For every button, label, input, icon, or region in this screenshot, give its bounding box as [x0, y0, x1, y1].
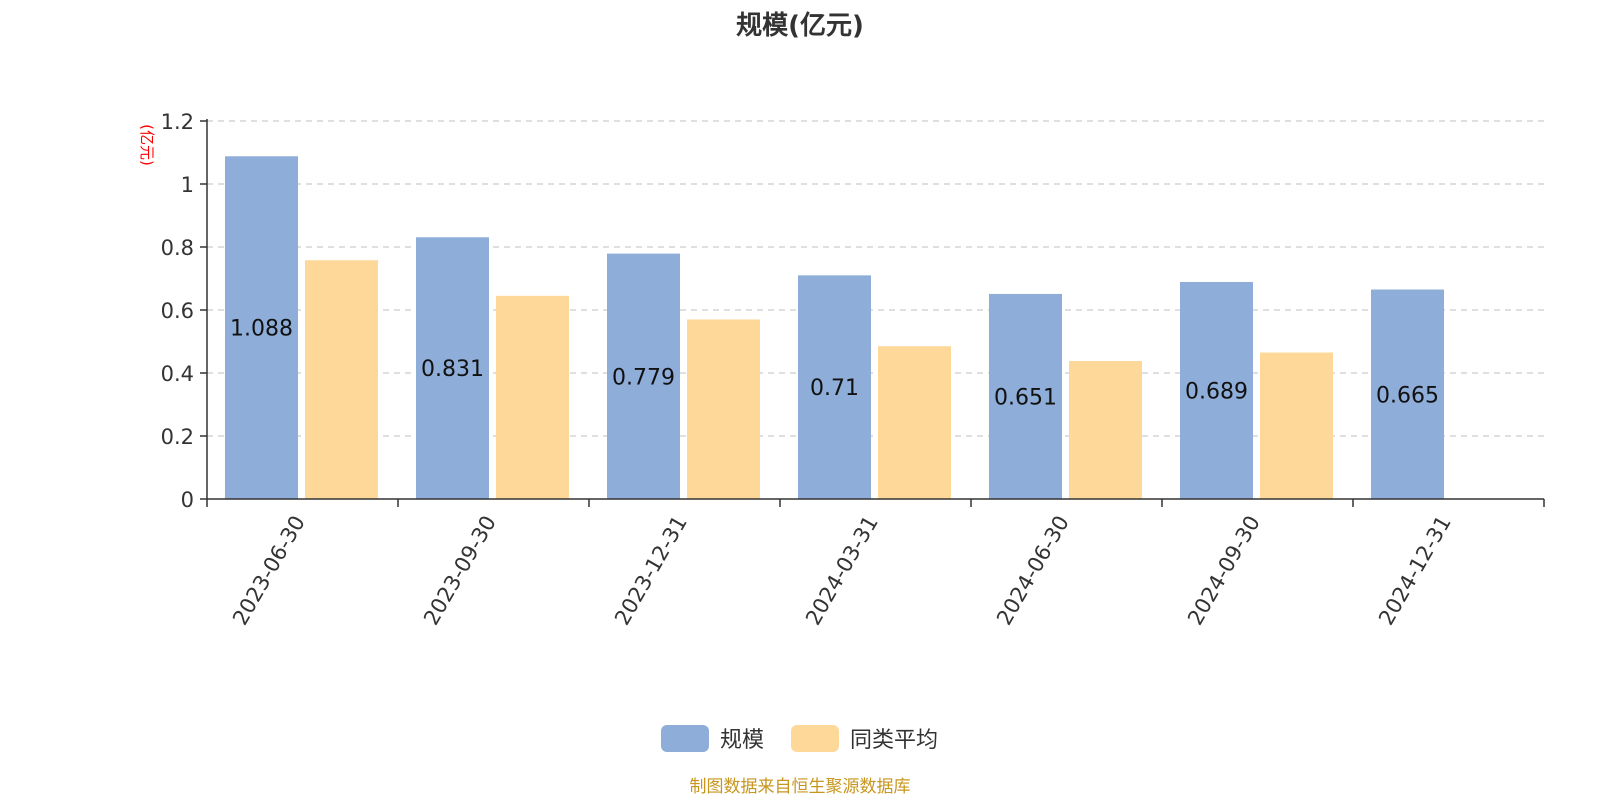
bar-规模 [989, 293, 1062, 499]
bar-规模 [798, 275, 871, 499]
y-tick-label: 0 [181, 488, 194, 512]
y-axis-unit-label: (亿元) [138, 124, 156, 166]
y-tick-label: 0.2 [161, 425, 194, 449]
chart-title: 规模(亿元) [736, 11, 864, 41]
data-label: 0.665 [1376, 383, 1439, 408]
legend-item-规模[interactable]: 规模 [661, 725, 764, 753]
data-label: 1.088 [230, 317, 293, 342]
source-note: 制图数据来自恒生聚源数据库 [690, 777, 911, 797]
data-label: 0.831 [421, 357, 484, 382]
bar-规模 [607, 253, 680, 499]
bar-同类平均 [687, 319, 760, 499]
bar-规模 [1180, 281, 1253, 499]
x-tick-label: 2024-12-31 [1374, 512, 1456, 630]
legend-label: 同类平均 [850, 728, 938, 753]
legend-swatch [791, 725, 839, 752]
y-tick-label: 1.2 [161, 110, 194, 134]
grid-lines [207, 120, 1544, 437]
legend-swatch [661, 725, 709, 752]
data-label: 0.71 [810, 376, 859, 401]
x-tick-label: 2024-03-31 [801, 512, 883, 630]
bars: 1.088 0.831 0.779 0.71 0.651 0.689 0.665 [225, 156, 1444, 500]
legend-label: 规模 [720, 728, 764, 753]
data-label: 0.651 [994, 385, 1057, 410]
data-label: 0.689 [1185, 379, 1248, 404]
y-tick-label: 0.4 [161, 362, 194, 386]
y-tick-label: 0.6 [161, 299, 194, 323]
x-tick-label: 2023-09-30 [419, 512, 501, 630]
x-tick-label: 2024-06-30 [992, 512, 1074, 630]
x-tick-label: 2023-12-31 [610, 512, 692, 630]
bar-同类平均 [878, 346, 951, 499]
bar-同类平均 [1260, 352, 1333, 499]
bar-同类平均 [1069, 361, 1142, 499]
bar-同类平均 [496, 295, 569, 499]
y-tick-label: 0.8 [161, 236, 194, 260]
bar-规模 [416, 237, 489, 500]
bar-规模 [1371, 289, 1444, 499]
bar-同类平均 [305, 260, 378, 499]
y-tick-label: 1 [181, 173, 194, 197]
legend[interactable]: 规模 同类平均 [661, 725, 938, 753]
data-label: 0.779 [612, 365, 675, 390]
bar-规模 [225, 156, 298, 499]
x-tick-label: 2024-09-30 [1183, 512, 1265, 630]
x-tick-label: 2023-06-30 [228, 512, 310, 630]
legend-item-同类平均[interactable]: 同类平均 [791, 725, 938, 753]
